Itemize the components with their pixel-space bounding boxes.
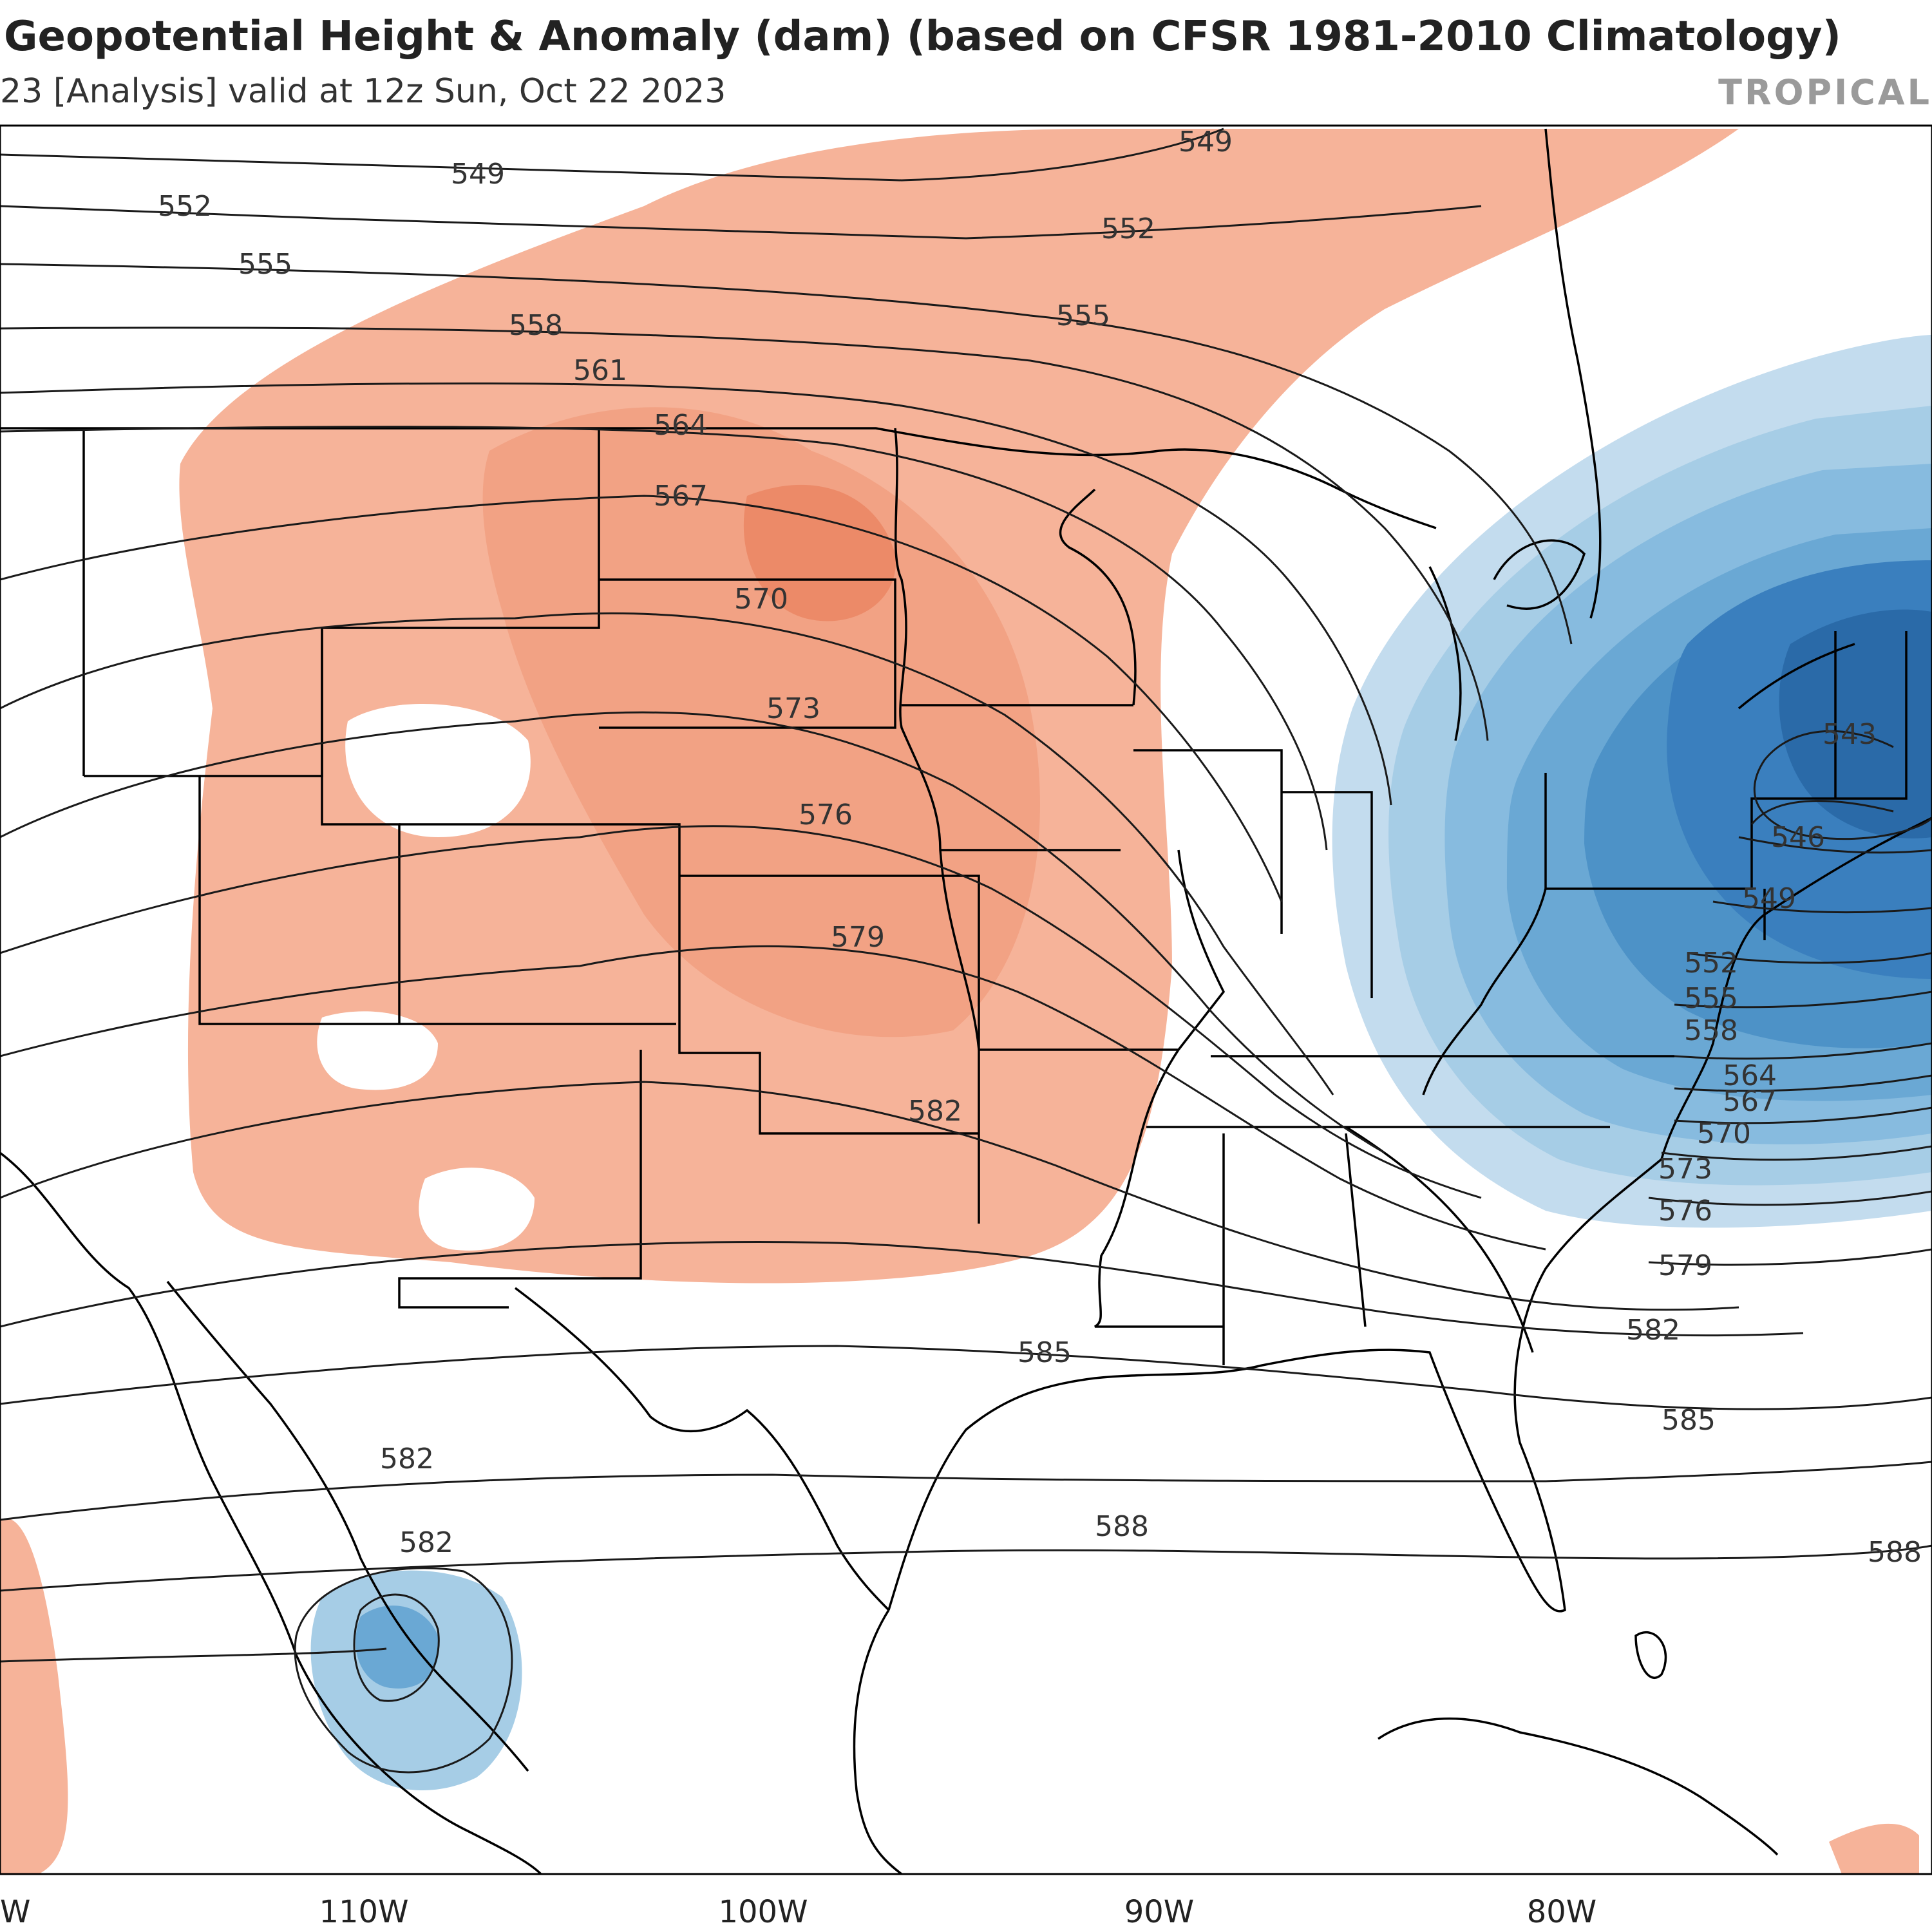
longitude-axis: W 110W 100W 90W 80W [0,1894,1596,1930]
political-boundaries [0,427,1908,1365]
lon-label-100w: 100W [718,1894,808,1930]
lon-label-w: W [0,1894,30,1930]
contour-label: 576 [1658,1195,1712,1227]
contour-label: 585 [1018,1336,1072,1369]
brand-label: TROPICAL [1718,72,1932,113]
map-subtitle: 23 [Analysis] valid at 12z Sun, Oct 22 2… [0,72,726,111]
contour-label: 582 [399,1526,453,1559]
contour-label: 543 [1823,718,1877,751]
coastlines [0,128,1932,1875]
contour-label: 579 [1658,1249,1712,1282]
contour-label: 558 [1684,1014,1738,1047]
contour-label: 579 [831,921,885,954]
contour-label: 564 [1723,1059,1777,1092]
contour-label: 570 [734,583,788,616]
contour-label: 552 [1101,213,1155,245]
contour-label: 549 [1179,126,1233,158]
contour-label: 552 [158,190,212,223]
contour-label: 573 [766,692,820,725]
contour-label: 588 [1868,1536,1922,1569]
contour-label: 552 [1684,947,1738,980]
height-contours [0,128,1932,1774]
lon-label-110w: 110W [319,1894,408,1930]
contour-label: 546 [1771,821,1825,854]
negative-anomaly-area [310,335,1932,1790]
contour-label: 555 [1056,299,1110,332]
contour-label: 573 [1658,1153,1712,1186]
contour-label: 558 [509,309,563,342]
contour-label: 561 [573,354,627,387]
contour-label: 555 [1684,982,1738,1015]
contour-label: 582 [380,1443,434,1475]
contour-label: 549 [1742,882,1796,915]
contour-labels: 549 549 552 552 555 555 558 561 564 567 … [158,126,1922,1569]
lon-label-90w: 90W [1124,1894,1195,1930]
lon-label-80w: 80W [1527,1894,1597,1930]
contour-label: 555 [238,248,292,281]
map-header: Geopotential Height & Anomaly (dam) (bas… [0,0,1932,122]
contour-label: 564 [654,409,708,442]
contour-label: 582 [908,1095,962,1128]
contour-label: 585 [1662,1404,1716,1437]
contour-label: 567 [654,480,708,513]
map-title: Geopotential Height & Anomaly (dam) (bas… [4,13,1841,61]
map-frame [0,124,1932,1875]
contour-label: 582 [1626,1314,1680,1347]
contour-label: 567 [1723,1085,1777,1118]
contour-label: 549 [451,158,505,191]
contour-label: 588 [1095,1510,1149,1543]
contour-label: 570 [1697,1117,1751,1150]
contour-label: 576 [799,799,853,831]
